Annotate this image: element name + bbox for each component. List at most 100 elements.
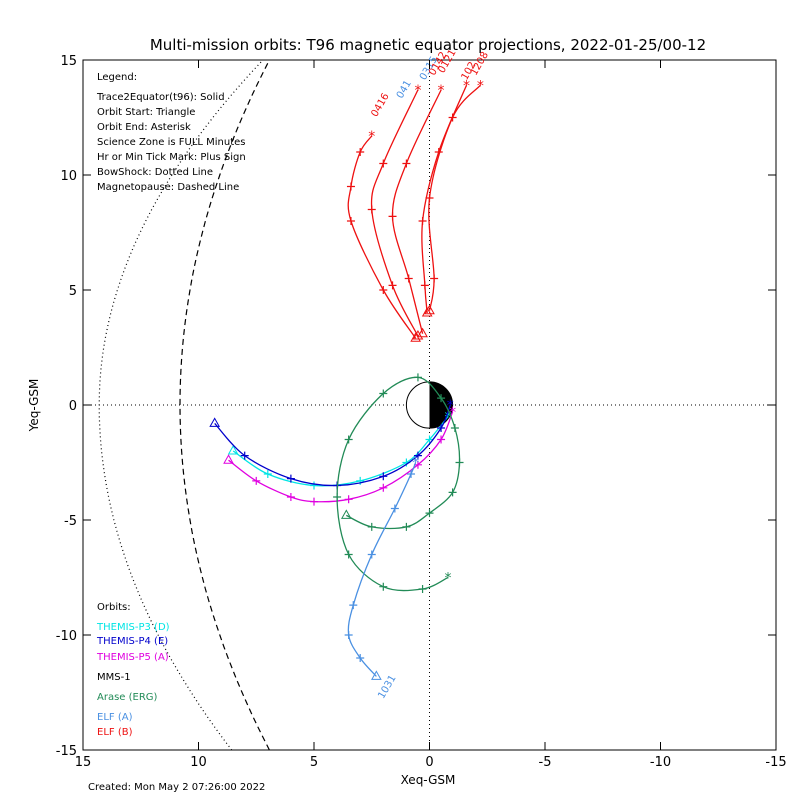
tick-plus-marker	[349, 601, 358, 610]
tick-plus-marker	[418, 585, 427, 593]
legend-line: Orbit End: Asterisk	[97, 122, 191, 133]
legend-line: Orbit Start: Triangle	[97, 107, 195, 118]
tick-plus-marker	[310, 497, 318, 506]
series-elf-b-1: *	[346, 129, 421, 342]
legend-line: BowShock: Dotted Line	[97, 167, 213, 178]
legend-line: Magnetopause: Dashed Line	[97, 182, 239, 193]
tick-plus-marker	[379, 483, 388, 492]
tick-plus-marker	[407, 470, 416, 478]
orbits-heading: Orbits:	[97, 602, 131, 613]
y-tick-label: -10	[56, 629, 77, 644]
x-axis-label: Xeq-GSM	[401, 773, 456, 787]
tick-plus-marker	[346, 182, 355, 191]
orbit-start-marker	[412, 329, 424, 340]
series-themis-p4-e: *	[209, 398, 454, 490]
tick-plus-marker	[356, 654, 365, 662]
tick-plus-marker	[430, 274, 439, 283]
series-line	[214, 404, 451, 487]
tick-plus-marker	[379, 472, 388, 481]
y-tick-label: 10	[60, 169, 77, 184]
legend-line: Hr or Min Tick Mark: Plus Sign	[97, 152, 246, 163]
orbit-start-marker	[223, 454, 234, 464]
tick-plus-marker	[367, 205, 376, 214]
tick-plus-marker	[252, 476, 261, 485]
orbit-end-marker: *	[412, 456, 419, 472]
orbit-start-marker	[340, 509, 352, 519]
tick-plus-marker	[388, 281, 397, 290]
tick-plus-marker	[263, 470, 272, 478]
x-tick-label: -15	[765, 755, 786, 770]
created-timestamp: Created: Mon May 2 07:26:00 2022	[88, 782, 265, 793]
tick-plus-marker	[388, 212, 397, 221]
orbit-entry-themis-p5: THEMIS-P5 (A)	[96, 652, 169, 663]
orbit-end-marker: *	[449, 405, 456, 421]
tick-plus-marker	[379, 582, 388, 591]
tick-plus-marker	[448, 113, 457, 122]
tick-plus-marker	[448, 488, 457, 497]
tick-plus-marker	[450, 424, 459, 432]
tick-plus-marker	[286, 493, 295, 501]
orbit-end-marker: *	[444, 410, 451, 426]
tick-plus-marker	[333, 493, 342, 501]
legend-line: Science Zone is FULL Minutes	[97, 137, 246, 148]
tick-plus-marker	[379, 286, 388, 294]
tick-plus-marker	[379, 159, 388, 168]
orbit-entry-elf-b: ELF (B)	[97, 727, 133, 738]
series-elf-b-3: *	[388, 83, 445, 338]
tick-plus-marker	[420, 281, 429, 290]
chart-title: Multi-mission orbits: T96 magnetic equat…	[150, 36, 706, 54]
tick-plus-marker	[286, 474, 295, 483]
y-tick-label: -15	[56, 744, 77, 759]
series-line	[370, 89, 419, 337]
tick-plus-marker	[310, 481, 318, 490]
legend-line: Trace2Equator(t96): Solid	[96, 92, 225, 103]
tick-plus-marker	[356, 148, 365, 156]
tick-plus-marker	[437, 394, 446, 403]
tick-plus-marker	[367, 550, 376, 559]
y-tick-label: 15	[60, 54, 77, 69]
series-elf-b-2: *	[367, 83, 424, 340]
tick-plus-marker	[240, 451, 249, 460]
series-elf-b-4: *	[418, 78, 470, 317]
orbit-entry-elf-a: ELF (A)	[97, 712, 133, 723]
orbit-time-label: 0416	[369, 91, 391, 119]
tick-plus-marker	[455, 458, 464, 467]
series-elf-b-5: *	[424, 78, 484, 315]
y-tick-label: -5	[64, 514, 77, 529]
y-axis-label: Yeq-GSM	[27, 379, 41, 433]
series-line	[428, 84, 481, 311]
x-tick-label: 0	[425, 755, 433, 770]
series-line	[347, 135, 417, 339]
orbit-start-marker	[371, 670, 382, 680]
series-line	[421, 85, 468, 314]
tick-plus-marker	[437, 424, 446, 432]
x-tick-label: 15	[75, 755, 92, 770]
series-line	[347, 462, 417, 677]
tick-plus-marker	[437, 435, 446, 444]
boundaries	[98, 59, 270, 751]
tick-plus-marker	[344, 435, 353, 444]
tick-plus-marker	[344, 631, 353, 639]
orbit-time-label: 041	[395, 79, 414, 101]
legend-heading: Legend:	[97, 72, 137, 83]
orbit-end-marker: *	[368, 129, 375, 145]
orbit-start-marker	[417, 327, 428, 338]
tick-plus-marker	[402, 522, 411, 531]
orbit-start-marker	[227, 444, 239, 455]
x-tick-label: -5	[539, 755, 552, 770]
orbit-start-marker	[424, 304, 435, 315]
orbit-start-marker	[410, 332, 421, 342]
y-tick-label: 5	[69, 284, 77, 299]
orbit-entry-mms-1: MMS-1	[97, 672, 131, 683]
legend: Legend: Trace2Equator(t96): Solid Orbit …	[96, 72, 246, 193]
orbit-entry-themis-p4: THEMIS-P4 (E)	[96, 636, 168, 647]
tick-plus-marker	[346, 217, 355, 225]
tick-plus-marker	[379, 389, 388, 398]
orbit-start-marker	[209, 417, 221, 427]
series-themis-p3-d: *	[227, 410, 451, 490]
tick-plus-marker	[425, 194, 434, 202]
tick-plus-marker	[425, 509, 434, 518]
series-line	[232, 416, 449, 487]
orbits-legend: Orbits: THEMIS-P3 (D) THEMIS-P4 (E) THEM…	[96, 602, 170, 738]
